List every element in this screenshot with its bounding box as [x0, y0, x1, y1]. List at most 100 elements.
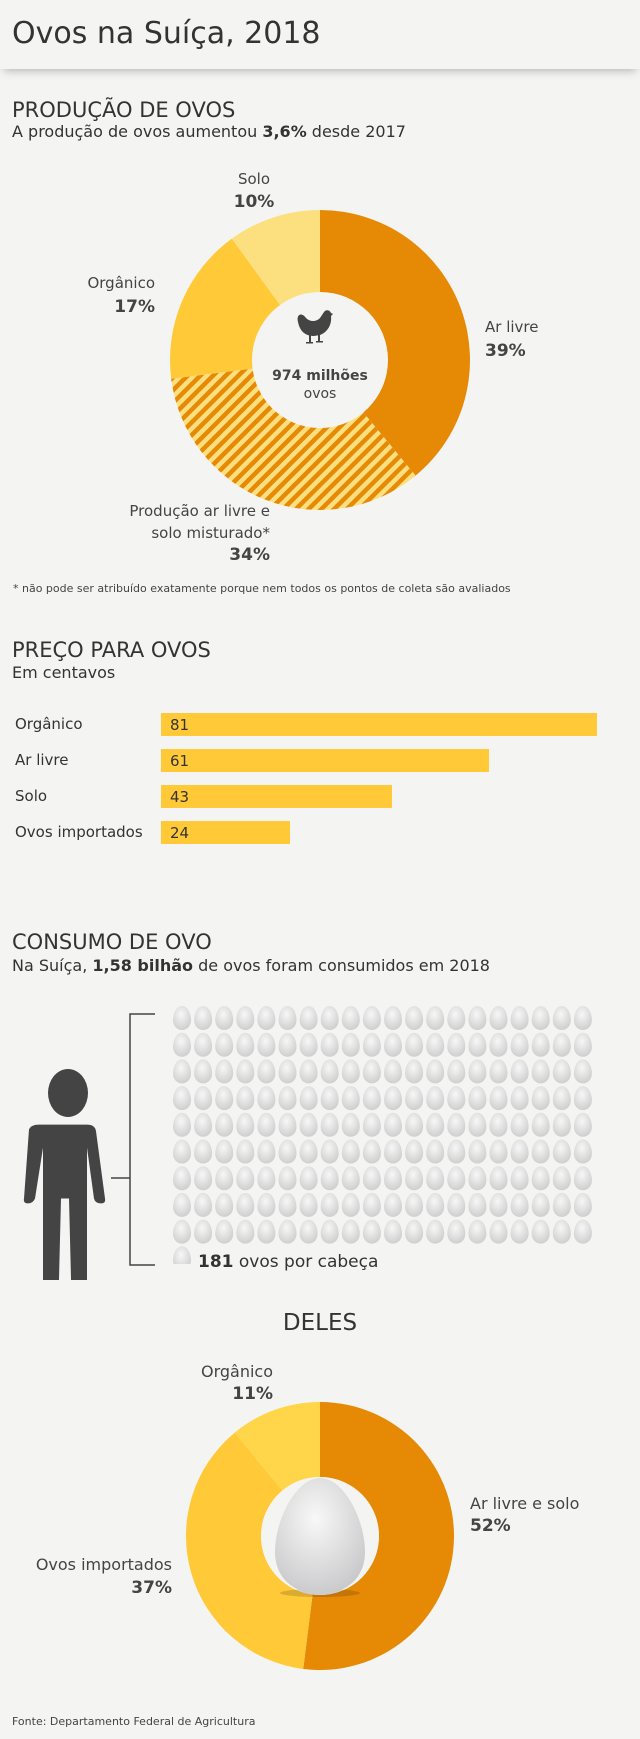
egg-icon	[341, 1166, 360, 1191]
egg-icon	[173, 1006, 191, 1030]
egg-icon	[341, 1219, 360, 1244]
egg-icon	[405, 1139, 424, 1164]
egg-icon	[194, 1112, 213, 1137]
egg-icon	[531, 1006, 550, 1030]
egg-icon	[320, 1059, 339, 1084]
egg-icon	[173, 1086, 191, 1111]
egg-icon	[362, 1166, 381, 1191]
deles-donut	[186, 1402, 455, 1670]
egg-icon	[426, 1139, 445, 1164]
slice-pct-organico: 11%	[232, 1384, 273, 1404]
egg-icon	[468, 1139, 487, 1164]
egg-icon	[173, 1059, 191, 1084]
egg-icon	[447, 1166, 466, 1191]
egg-icon	[320, 1192, 339, 1217]
egg-icon	[510, 1139, 529, 1164]
egg-icon	[468, 1032, 487, 1057]
slice-pct-ar-livre-solo: 52%	[470, 1516, 511, 1536]
egg-icon	[362, 1192, 381, 1217]
egg-icon	[299, 1059, 318, 1084]
egg-icon	[447, 1006, 466, 1030]
egg-icon	[573, 1059, 592, 1084]
egg-icon	[362, 1086, 381, 1111]
header-bar	[0, 0, 640, 69]
egg-icon	[405, 1086, 424, 1111]
egg-icon	[531, 1192, 550, 1217]
egg-icon	[299, 1032, 318, 1057]
egg-icon	[384, 1112, 402, 1137]
egg-icon	[173, 1112, 191, 1137]
subtitle-bold: 1,58 bilhão	[92, 956, 194, 975]
egg-icon	[468, 1166, 487, 1191]
egg-icon	[531, 1059, 550, 1084]
egg-icon	[215, 1006, 234, 1030]
egg-icon	[531, 1139, 550, 1164]
egg-icon	[384, 1059, 402, 1084]
page-title: Ovos na Suíça, 2018	[12, 16, 321, 51]
egg-icon	[405, 1006, 424, 1030]
egg-icon	[447, 1086, 466, 1111]
source-note: Fonte: Departamento Federal de Agricultu…	[12, 1715, 256, 1728]
egg-icon	[320, 1006, 339, 1030]
egg-icon	[426, 1006, 445, 1030]
egg-icon	[215, 1166, 234, 1191]
egg-icon	[573, 1166, 592, 1191]
egg-icon	[489, 1166, 508, 1191]
deles-slice	[234, 1402, 320, 1491]
egg-icon	[531, 1112, 550, 1137]
egg-icon	[489, 1112, 508, 1137]
egg-icon	[278, 1086, 297, 1111]
egg-icon	[489, 1059, 508, 1084]
egg-icon	[194, 1139, 213, 1164]
egg-icon	[278, 1166, 297, 1191]
egg-icon	[510, 1086, 529, 1111]
egg-icon	[194, 1059, 213, 1084]
egg-icon	[236, 1086, 255, 1111]
egg-icon	[194, 1006, 213, 1030]
chicken-icon	[297, 310, 333, 344]
egg-icon	[299, 1192, 318, 1217]
consumption-heading: CONSUMO DE OVO	[12, 930, 212, 954]
egg-icon	[426, 1219, 445, 1244]
egg-icon	[384, 1086, 402, 1111]
egg-icon	[468, 1059, 487, 1084]
bar-label: Ovos importados	[15, 823, 143, 841]
egg-icon	[510, 1006, 529, 1030]
egg-icon	[384, 1166, 402, 1191]
production-slice	[171, 367, 416, 510]
egg-icon	[320, 1032, 339, 1057]
egg-icon	[236, 1139, 255, 1164]
egg-icon	[194, 1086, 213, 1111]
bar: 81	[161, 713, 597, 736]
egg-icon	[384, 1006, 402, 1030]
bar-value: 61	[170, 752, 190, 770]
egg-icon	[552, 1192, 571, 1217]
egg-icon	[405, 1112, 424, 1137]
egg-icon	[489, 1032, 508, 1057]
price-heading: PREÇO PARA OVOS	[12, 638, 211, 662]
egg-icon	[257, 1112, 276, 1137]
egg-icon	[489, 1219, 508, 1244]
egg-icon	[384, 1192, 402, 1217]
egg-icon	[531, 1086, 550, 1111]
deles-slice	[303, 1402, 455, 1670]
bracket	[129, 1013, 155, 1266]
egg-icon	[257, 1219, 276, 1244]
egg-icon	[510, 1192, 529, 1217]
egg-icon	[489, 1192, 508, 1217]
egg-icon	[299, 1086, 318, 1111]
slice-pct-ar-livre: 39%	[485, 341, 526, 361]
egg-icon	[468, 1112, 487, 1137]
egg-icon	[573, 1139, 592, 1164]
egg-icon	[215, 1112, 234, 1137]
bar: 24	[161, 821, 291, 844]
production-slice	[320, 210, 471, 476]
egg-icon	[215, 1059, 234, 1084]
egg-icon	[341, 1192, 360, 1217]
slice-label-importados: Ovos importados	[35, 1555, 172, 1574]
egg-icon	[257, 1139, 276, 1164]
egg-icon	[447, 1059, 466, 1084]
egg-icon	[257, 1059, 276, 1084]
egg-icon	[405, 1192, 424, 1217]
egg-icon	[320, 1086, 339, 1111]
